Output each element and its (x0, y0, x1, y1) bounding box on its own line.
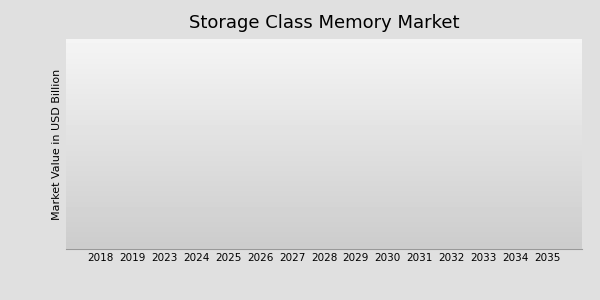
Bar (217, 196, 240, 249)
Bar (153, 209, 176, 249)
Bar (536, 61, 559, 249)
Title: Storage Class Memory Market: Storage Class Memory Market (189, 14, 459, 32)
Bar (89, 226, 112, 249)
Y-axis label: Market Value in USD Billion: Market Value in USD Billion (52, 68, 62, 220)
Bar (504, 95, 527, 249)
Bar (313, 178, 335, 249)
Bar (440, 136, 463, 249)
Bar (121, 220, 144, 249)
Bar (281, 182, 304, 249)
Bar (376, 160, 399, 249)
Bar (249, 190, 272, 249)
Bar (472, 118, 495, 249)
Bar (344, 170, 367, 249)
Bar (408, 150, 431, 249)
Text: 25.0: 25.0 (536, 49, 558, 59)
Bar (185, 203, 208, 249)
Text: 6.08: 6.08 (186, 191, 207, 201)
Text: 5.35: 5.35 (154, 196, 175, 207)
